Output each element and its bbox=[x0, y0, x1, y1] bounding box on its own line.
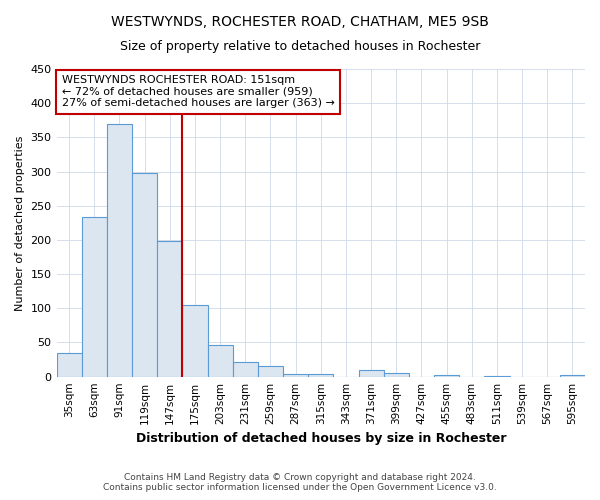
Text: Size of property relative to detached houses in Rochester: Size of property relative to detached ho… bbox=[120, 40, 480, 53]
Text: Contains HM Land Registry data © Crown copyright and database right 2024.
Contai: Contains HM Land Registry data © Crown c… bbox=[103, 473, 497, 492]
Bar bbox=[208, 345, 233, 376]
Bar bbox=[132, 173, 157, 376]
Bar bbox=[258, 366, 283, 376]
Text: WESTWYNDS ROCHESTER ROAD: 151sqm
← 72% of detached houses are smaller (959)
27% : WESTWYNDS ROCHESTER ROAD: 151sqm ← 72% o… bbox=[62, 75, 335, 108]
Y-axis label: Number of detached properties: Number of detached properties bbox=[15, 135, 25, 310]
Bar bbox=[283, 374, 308, 376]
Bar bbox=[359, 370, 383, 376]
Bar bbox=[233, 362, 258, 376]
Bar bbox=[383, 374, 409, 376]
Bar bbox=[157, 242, 182, 376]
Bar bbox=[82, 216, 107, 376]
X-axis label: Distribution of detached houses by size in Rochester: Distribution of detached houses by size … bbox=[136, 432, 506, 445]
Bar bbox=[308, 374, 334, 376]
Bar bbox=[56, 352, 82, 376]
Bar bbox=[107, 124, 132, 376]
Text: WESTWYNDS, ROCHESTER ROAD, CHATHAM, ME5 9SB: WESTWYNDS, ROCHESTER ROAD, CHATHAM, ME5 … bbox=[111, 15, 489, 29]
Bar bbox=[182, 305, 208, 376]
Bar bbox=[560, 374, 585, 376]
